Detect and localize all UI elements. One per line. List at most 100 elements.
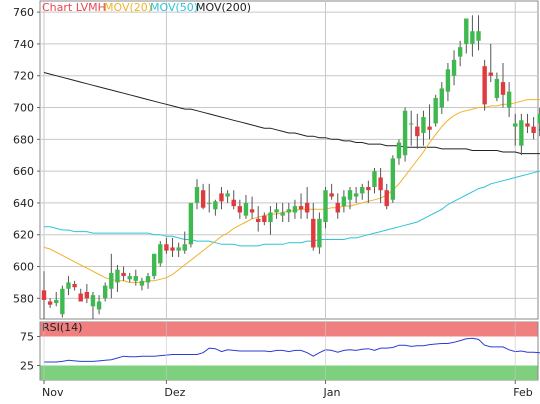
rsi-panel: 25 75 RSI(14)	[20, 321, 540, 381]
candlestick	[84, 284, 90, 304]
rsi-overbought-zone	[40, 322, 538, 337]
candlestick	[200, 183, 206, 210]
candle-body	[335, 202, 340, 213]
candlestick	[54, 291, 59, 307]
candlestick	[182, 231, 187, 254]
candlestick	[207, 183, 212, 213]
candle-body	[390, 158, 396, 200]
candle-body	[341, 196, 347, 207]
candle-body	[506, 91, 512, 108]
candlestick	[341, 190, 347, 213]
candlestick	[482, 59, 487, 111]
candlestick	[41, 271, 47, 319]
candlestick	[292, 199, 298, 219]
legend-mov200: MOV(200)	[196, 1, 251, 14]
candlestick	[500, 63, 506, 108]
candlestick	[96, 295, 102, 315]
candle-body	[537, 113, 540, 124]
candle-body	[451, 59, 457, 76]
price-tick-label: 680	[13, 133, 34, 146]
candle-body	[194, 187, 200, 203]
candlestick	[525, 113, 530, 133]
x-tick-label: Nov	[42, 386, 64, 399]
candle-body	[427, 126, 432, 130]
candle-body	[402, 110, 408, 156]
candlestick	[90, 291, 96, 319]
candle-body	[488, 72, 493, 76]
candle-body	[360, 187, 365, 194]
candlestick	[188, 202, 194, 248]
candle-body	[158, 244, 163, 264]
rsi-title: RSI(14)	[42, 321, 82, 334]
candle-body	[84, 291, 90, 299]
candle-body	[323, 190, 328, 223]
candlestick	[262, 212, 267, 226]
candlestick	[476, 15, 481, 51]
rsi-line	[44, 337, 540, 363]
candlestick	[390, 155, 396, 203]
candle-body	[109, 272, 114, 289]
candle-body	[347, 190, 353, 200]
price-tick-label: 660	[13, 165, 34, 178]
candle-body	[415, 126, 420, 137]
candle-body	[274, 209, 279, 213]
candle-body	[139, 280, 145, 286]
candle-body	[531, 126, 536, 133]
price-tick-label: 580	[13, 292, 34, 305]
candle-body	[66, 282, 71, 289]
candlestick	[445, 63, 451, 102]
candlestick	[409, 110, 414, 146]
x-axis: Nov Dez Jan Feb	[42, 322, 533, 399]
price-tick-label: 740	[13, 38, 34, 51]
candlestick	[72, 280, 77, 291]
candlestick	[347, 187, 353, 210]
candlestick	[384, 183, 389, 210]
candle-body	[249, 209, 255, 213]
candlestick	[78, 288, 83, 302]
candlestick	[170, 237, 175, 257]
candlestick	[194, 179, 200, 210]
price-tick-label: 640	[13, 197, 34, 210]
candle-body	[145, 276, 151, 283]
candle-body	[207, 202, 212, 204]
candlestick	[145, 272, 151, 289]
candle-body	[182, 244, 187, 251]
candle-body	[329, 193, 334, 197]
candlestick	[433, 94, 438, 127]
candle-body	[200, 190, 206, 208]
candlestick	[66, 276, 71, 296]
candle-body	[445, 69, 451, 92]
candlestick	[109, 253, 114, 299]
candlestick	[304, 187, 310, 219]
candlestick	[470, 15, 475, 57]
candlestick	[60, 285, 65, 318]
candlestick	[323, 187, 328, 229]
candle-body	[256, 218, 261, 223]
candle-body	[513, 123, 518, 127]
candle-body	[476, 31, 481, 41]
candle-body	[457, 47, 463, 57]
candlestick	[439, 82, 444, 114]
legend-chart-lvmh: Chart LVMH	[42, 1, 106, 14]
price-tick-label: 620	[13, 229, 34, 242]
candlestick	[372, 167, 377, 194]
price-tick-label: 700	[13, 102, 34, 115]
candlestick	[115, 264, 120, 292]
candlestick	[402, 107, 408, 162]
candle-body	[439, 88, 444, 108]
x-tick-label: Feb	[513, 386, 532, 399]
candlestick	[121, 266, 126, 281]
price-tick-label: 720	[13, 70, 34, 83]
candlestick	[274, 202, 279, 219]
candlestick	[103, 282, 108, 302]
candle-body	[78, 293, 83, 302]
candlestick	[451, 50, 457, 86]
candlestick	[335, 193, 340, 219]
candle-body	[219, 193, 224, 202]
price-tick-label: 600	[13, 261, 34, 274]
candle-body	[372, 171, 377, 188]
candle-body	[421, 117, 426, 133]
candle-body	[292, 206, 298, 213]
candle-body	[90, 295, 96, 307]
candle-body	[237, 206, 243, 213]
